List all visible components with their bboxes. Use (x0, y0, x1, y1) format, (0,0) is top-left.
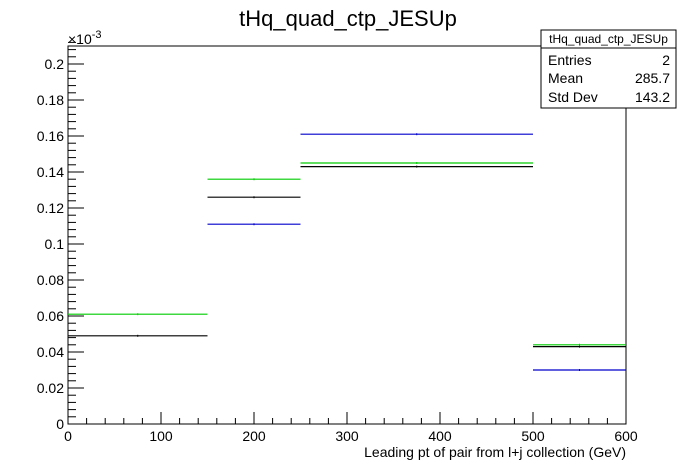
y-tick-label: 0.1 (45, 236, 65, 252)
stats-box-frame (540, 29, 677, 109)
stats-value-stddev: 143.2 (635, 89, 670, 105)
x-tick-label: 400 (428, 428, 452, 444)
stats-value-mean: 285.7 (635, 70, 670, 86)
y-tick-label: 0.14 (37, 164, 64, 180)
y-tick-label: 0.02 (37, 380, 64, 396)
x-tick-label: 600 (614, 428, 638, 444)
stats-label-entries: Entries (548, 52, 592, 68)
x-tick-label: 0 (64, 428, 72, 444)
stats-box: tHq_quad_ctp_JESUp Entries 2 Mean 285.7 … (540, 29, 677, 109)
y-tick-label: 0.18 (37, 92, 64, 108)
y-tick-label: 0.16 (37, 128, 64, 144)
y-tick-label: 0 (56, 416, 64, 432)
stats-value-entries: 2 (662, 52, 670, 68)
stats-label-stddev: Std Dev (548, 89, 598, 105)
x-tick-label: 100 (149, 428, 173, 444)
x-tick-label: 500 (521, 428, 545, 444)
plot-area: 0 100 200 300 400 500 600 0 0.02 0.04 0.06 0.08 0.1 0… (37, 29, 638, 460)
y-tick-label: 0.04 (37, 344, 64, 360)
stats-label-mean: Mean (548, 70, 583, 86)
y-multiplier-label: ×10-3 (68, 29, 102, 47)
stats-box-title: tHq_quad_ctp_JESUp (549, 32, 668, 46)
x-tick-label: 300 (335, 428, 359, 444)
x-tick-label: 200 (242, 428, 266, 444)
y-tick-label: 0.12 (37, 200, 64, 216)
y-tick-label: 0.08 (37, 272, 64, 288)
chart-title: tHq_quad_ctp_JESUp (239, 6, 457, 31)
x-axis-label: Leading pt of pair from l+j collection (… (364, 444, 626, 460)
y-tick-label: 0.06 (37, 308, 64, 324)
y-tick-label: 0.2 (45, 56, 65, 72)
